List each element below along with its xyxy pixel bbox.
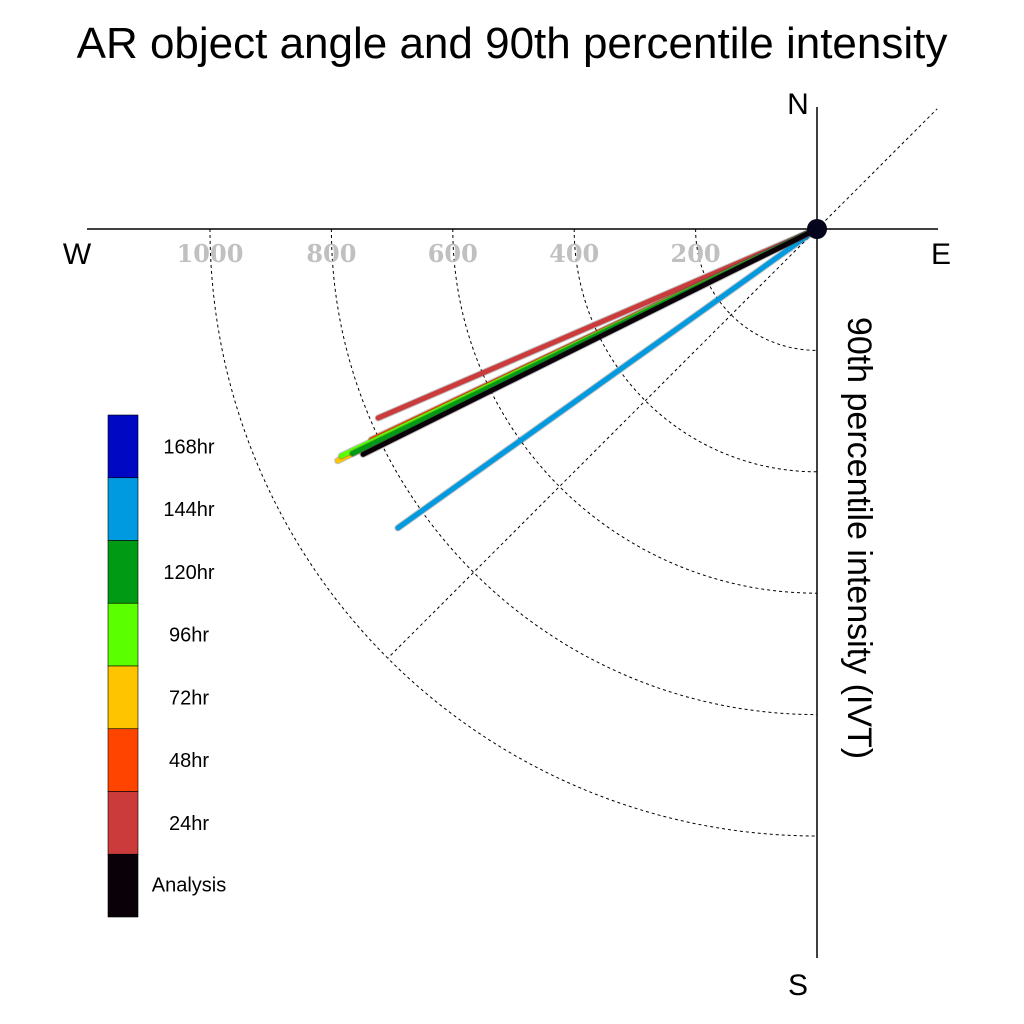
origin-marker	[807, 219, 827, 239]
legend-swatch-48hr	[107, 728, 139, 792]
legend-label-144hr: 144hr	[163, 499, 214, 521]
legend-swatch-144hr	[107, 477, 139, 541]
legend-label-72hr: 72hr	[169, 687, 209, 709]
legend-label-24hr: 24hr	[169, 813, 209, 835]
legend-swatch-analysis	[107, 853, 139, 918]
series-line-144hr	[395, 226, 820, 531]
y-axis-label: 90th percentile intensity (IVT)	[840, 317, 878, 759]
grid-diagonal-sw	[387, 228, 818, 659]
radial-tick-labels: 200 400 600 800 1000	[177, 239, 721, 268]
compass-west: W	[63, 238, 92, 271]
legend-label-168hr: 168hr	[163, 436, 214, 458]
legend-label-48hr: 48hr	[169, 750, 209, 772]
polar-grid	[209, 108, 938, 837]
compass-south: S	[788, 969, 808, 1002]
compass-north: N	[787, 88, 809, 121]
legend-label-96hr: 96hr	[169, 625, 209, 647]
chart-title: AR object angle and 90th percentile inte…	[77, 19, 948, 68]
legend-swatch-120hr	[107, 540, 139, 604]
series-lines	[334, 225, 821, 532]
grid-arc-200	[695, 228, 818, 351]
series-line-analysis	[360, 226, 820, 457]
legend-swatch-24hr	[107, 791, 139, 855]
legend: 168hr 144hr 120hr 96hr 72hr 48hr 24hr Analysis	[107, 414, 226, 918]
grid-arc-600	[452, 228, 818, 594]
tick-label-1000: 1000	[177, 239, 244, 268]
legend-swatch-96hr	[107, 602, 139, 667]
series-line-24hr	[375, 226, 820, 421]
grid-diagonal-ne	[816, 108, 938, 230]
tick-label-200: 200	[671, 239, 721, 268]
tick-label-400: 400	[549, 239, 599, 268]
grid-arc-400	[573, 228, 818, 473]
tick-label-800: 800	[306, 239, 356, 268]
legend-label-analysis: Analysis	[152, 875, 226, 897]
legend-swatch-168hr	[107, 414, 139, 479]
tick-label-600: 600	[428, 239, 478, 268]
grid-arc-800	[330, 228, 818, 716]
legend-label-120hr: 120hr	[163, 562, 214, 584]
legend-swatch-72hr	[107, 665, 139, 730]
compass-east: E	[931, 238, 951, 271]
